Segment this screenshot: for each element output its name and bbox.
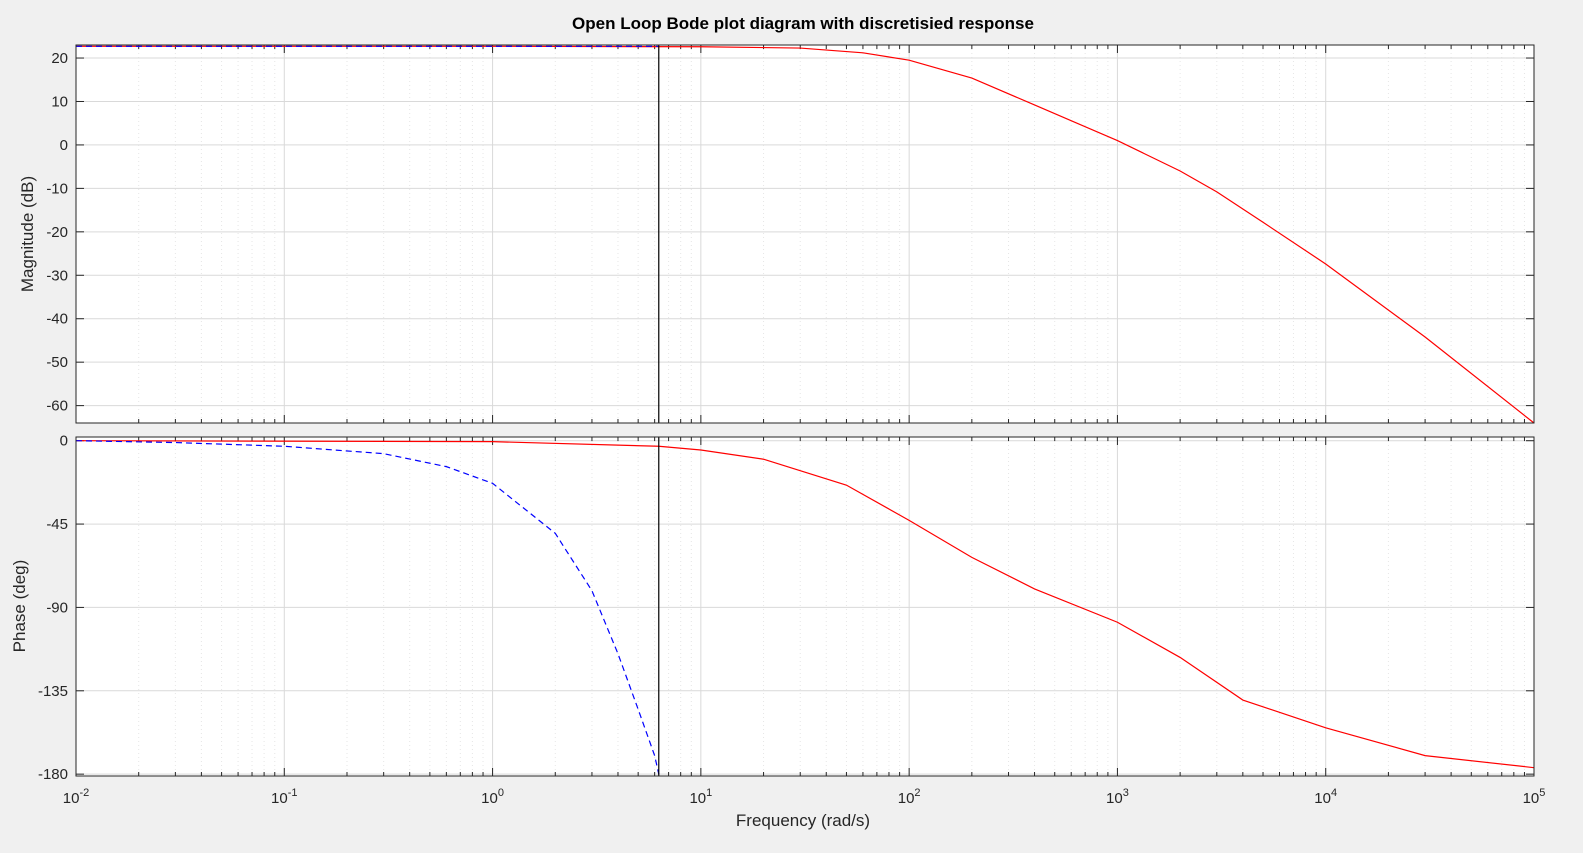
phase-ytick-label: -135 (38, 683, 68, 700)
magnitude-ticks (75, 45, 1534, 423)
magnitude-ytick-label: -50 (46, 354, 68, 371)
x-tick-label: 10-1 (271, 787, 297, 807)
x-tick-label: 104 (1314, 787, 1337, 807)
x-tick-label: 101 (689, 787, 712, 807)
phase-ticks (75, 437, 1534, 776)
x-axis-label: Frequency (rad/s) (736, 811, 870, 830)
magnitude-axes-frame (75, 44, 1535, 424)
phase-continuous-line (75, 440, 1535, 769)
magnitude-ytick-label: -30 (46, 267, 68, 284)
x-tick-label: 102 (898, 787, 921, 807)
magnitude-continuous-line (76, 45, 1535, 424)
phase-plot-area (76, 437, 1534, 776)
phase-discrete-line (75, 440, 660, 775)
x-tick-label: 10-2 (63, 787, 89, 807)
magnitude-plot-area (76, 45, 1534, 423)
phase-grid (75, 437, 1534, 776)
magnitude-grid (75, 45, 1534, 423)
magnitude-ytick-label: -60 (46, 398, 68, 415)
magnitude-axes: 20 10 0 -10 -20 -30 -40 -50 -60 Magnitude (dB) (18, 44, 1535, 424)
chart-title: Open Loop Bode plot diagram with discret… (572, 14, 1034, 33)
magnitude-ytick-labels: 20 10 0 -10 -20 -30 -40 -50 -60 (46, 50, 68, 415)
phase-lines (75, 437, 1535, 776)
x-tick-labels: 10-2 10-1 100 101 102 103 104 105 (63, 787, 1546, 807)
magnitude-lines (76, 45, 1535, 424)
magnitude-ytick-label: 20 (51, 50, 68, 67)
x-tick-label: 105 (1523, 787, 1546, 807)
phase-ytick-label: -90 (46, 599, 68, 616)
phase-axes: 0 -45 -90 -135 -180 Phase (deg) (10, 433, 1535, 783)
x-tick-label: 100 (481, 787, 504, 807)
phase-ytick-label: -180 (38, 766, 68, 783)
magnitude-ytick-label: -40 (46, 311, 68, 328)
phase-ytick-label: 0 (60, 433, 68, 450)
magnitude-ytick-label: 0 (60, 137, 68, 154)
phase-axes-frame (75, 436, 1535, 777)
phase-ytick-labels: 0 -45 -90 -135 -180 (38, 433, 68, 783)
phase-ytick-label: -45 (46, 516, 68, 533)
phase-ylabel: Phase (deg) (10, 560, 29, 653)
magnitude-ytick-label: -10 (46, 180, 68, 197)
magnitude-ylabel: Magnitude (dB) (18, 176, 37, 292)
x-tick-label: 103 (1106, 787, 1129, 807)
magnitude-ytick-label: -20 (46, 224, 68, 241)
magnitude-ytick-label: 10 (51, 93, 68, 110)
